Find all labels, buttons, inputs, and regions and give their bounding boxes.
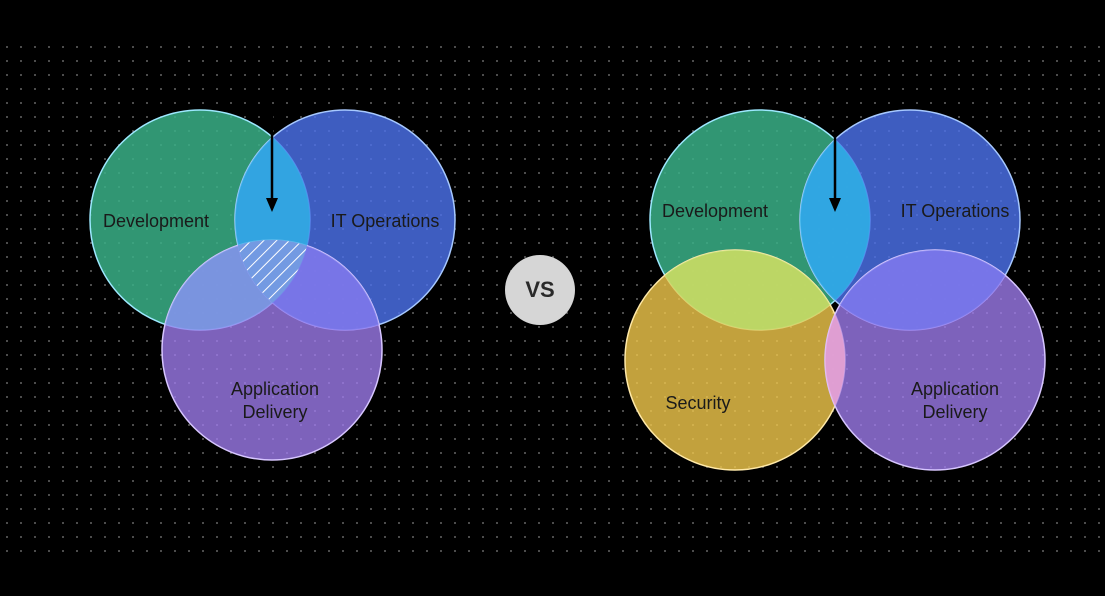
vs-badge: VS [505,255,575,325]
right-arrow-icon [600,100,1070,520]
left-venn-diagram: Development IT Operations Application De… [60,100,480,520]
vs-label: VS [525,277,554,303]
left-arrow-icon [60,100,480,520]
right-venn-diagram: Development IT Operations Security Appli… [600,100,1070,520]
